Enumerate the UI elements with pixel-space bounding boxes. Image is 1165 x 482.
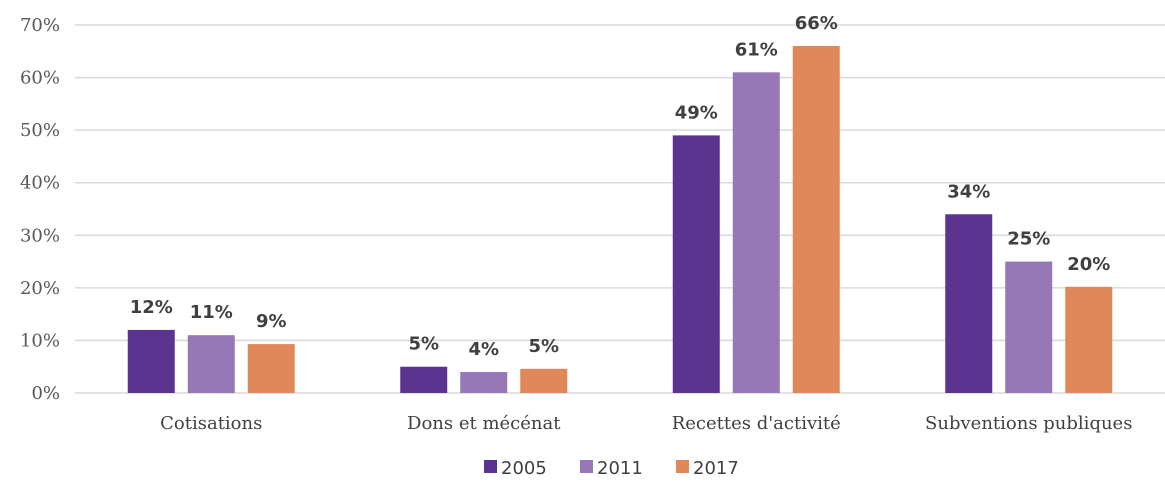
legend: 2005 2011 2017	[484, 458, 739, 479]
legend-label: 2005	[501, 458, 547, 479]
legend-label: 2011	[597, 458, 643, 479]
data-label: 49%	[675, 102, 718, 123]
y-axis: 0% 10% 20% 30% 40% 50% 60% 70%	[20, 15, 60, 404]
data-label: 4%	[468, 339, 499, 360]
y-tick-label: 50%	[20, 120, 60, 141]
y-tick-label: 40%	[20, 173, 60, 194]
bar-2017	[247, 344, 295, 393]
bar-2005	[672, 135, 720, 393]
legend-item-2017: 2017	[676, 458, 739, 479]
data-label: 12%	[130, 297, 173, 318]
bar-2017	[520, 368, 568, 393]
x-tick-label: Recettes d'activité	[672, 413, 841, 434]
data-label: 34%	[947, 181, 990, 202]
data-label: 5%	[408, 334, 439, 355]
x-tick-label: Cotisations	[160, 413, 262, 434]
x-axis: Cotisations Dons et mécénat Recettes d'act…	[160, 413, 1132, 434]
legend-swatch	[676, 460, 689, 473]
data-label: 25%	[1007, 229, 1050, 250]
bar-2011	[1005, 261, 1053, 393]
y-tick-label: 10%	[20, 330, 60, 351]
y-tick-label: 20%	[20, 278, 60, 299]
bar-2011	[460, 371, 508, 393]
bar-2017	[1065, 286, 1113, 393]
y-tick-label: 0%	[31, 383, 60, 404]
legend-swatch	[580, 460, 593, 473]
data-label: 11%	[190, 302, 233, 323]
data-labels: 12% 11% 9% 5% 4% 5% 49% 61% 66% 34% 25% 20%	[130, 13, 1111, 360]
legend-swatch	[484, 460, 497, 473]
data-label: 20%	[1067, 254, 1110, 275]
bar-2011	[732, 72, 780, 394]
data-label: 9%	[256, 311, 287, 332]
y-tick-label: 30%	[20, 225, 60, 246]
data-label: 61%	[735, 39, 778, 60]
legend-label: 2017	[693, 458, 739, 479]
x-tick-label: Subventions publiques	[925, 413, 1132, 434]
gridlines	[75, 24, 1165, 394]
bar-2011	[187, 335, 235, 393]
x-tick-label: Dons et mécénat	[407, 413, 561, 434]
bar-2017	[792, 46, 840, 394]
bar-2005	[400, 366, 448, 393]
legend-item-2011: 2011	[580, 458, 643, 479]
bars	[127, 46, 1113, 394]
y-tick-label: 70%	[20, 15, 60, 36]
data-label: 66%	[795, 13, 838, 34]
data-label: 5%	[528, 336, 559, 357]
bar-2005	[945, 214, 993, 393]
legend-item-2005: 2005	[484, 458, 547, 479]
bar-2005	[127, 329, 175, 393]
y-tick-label: 60%	[20, 68, 60, 89]
